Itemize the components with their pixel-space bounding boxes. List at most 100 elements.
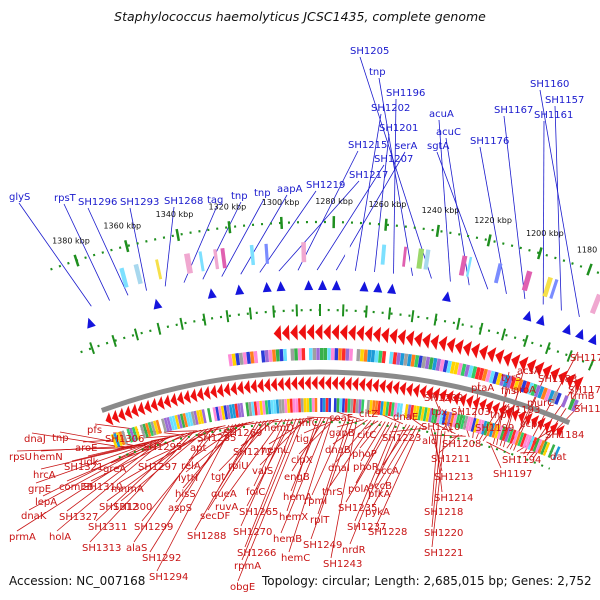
cog-stripe [371,400,376,415]
cog-stripe [358,399,362,414]
cog-stripe [436,409,442,424]
rna-stripe [493,263,503,284]
cog-stripe [231,353,237,366]
cog-stripe [464,364,471,377]
cog-stripe [264,400,269,415]
gene-arrow [518,410,527,424]
gene-label: SH1266 [237,548,276,559]
gene-arrow [281,324,290,341]
gene-arrow [492,402,501,416]
gene-label: ccpA [520,419,544,430]
cog-stripe [514,431,522,446]
gene-label: holA [49,532,71,543]
rna-gene-label: glyS [9,192,30,203]
gene-arrow [379,379,386,394]
cog-stripe [530,383,538,397]
cog-stripe [350,398,354,413]
label-leader [436,151,489,290]
label-leader [259,417,308,466]
cog-stripe [366,399,370,414]
cog-stripe [253,351,259,364]
cog-stripe [377,400,381,415]
cog-stripe [212,407,218,422]
gene-arrow [290,324,298,341]
cog-stripe [142,423,149,438]
gene-label: gapB [329,428,355,439]
gene-arrow [323,324,331,341]
cog-stripe [220,405,226,420]
label-leader [306,416,343,419]
gene-arrow [531,415,540,429]
gene-label: hrcA [33,470,56,481]
scale-tick-label: 1240 kbp [422,206,460,215]
rna-stripe [458,255,468,276]
cog-stripe [311,398,315,413]
cog-stripe [467,365,474,378]
cog-stripe [209,407,215,422]
cog-stripe [379,401,384,416]
scale-tick-label: 1280 kbp [315,197,353,206]
cog-stripe [554,392,562,405]
cog-stripe [231,404,237,419]
scale-tick [175,228,181,242]
cog-stripe [471,366,478,379]
cog-stripe [292,398,296,413]
cog-stripe [535,438,543,453]
cog-stripe [388,351,394,365]
cog-stripe [460,415,466,430]
label-leader [303,417,340,434]
scale-tick [586,263,593,276]
gene-arrow [331,324,340,341]
label-leader [431,430,442,528]
cog-stripe [355,399,359,414]
cog-stripe [123,429,131,444]
inner-tick [179,317,184,330]
cog-stripe [396,352,401,365]
cog-stripe [433,409,439,424]
gene-arrow [250,379,258,394]
cog-stripe [449,412,455,427]
cog-stripe [571,399,579,412]
rna-gene-label: tag [207,195,223,206]
cog-stripe [169,416,175,431]
gene-arrow [392,381,400,395]
cog-stripe [126,428,134,443]
gene-label: valS [252,466,273,477]
gene-arrow [243,379,251,394]
label-leader [66,437,170,482]
label-leader [16,439,160,532]
rna-stripe [380,244,387,265]
label-leader [42,442,150,497]
inner-tick [544,342,551,355]
cog-stripe [385,401,390,416]
cog-stripe [279,349,284,362]
cog-stripe [446,411,453,427]
label-leader [349,423,400,545]
gene-label: SH1311 [88,522,127,533]
gene-label: pfkA [368,489,391,500]
gene-label: coaE [329,413,353,424]
gene-label: hemC [281,553,310,564]
scale-tick [73,254,80,267]
gene-label: SH1285 [197,433,236,444]
label-leader [503,115,526,299]
scale-tick-label: 1380 kbp [52,236,90,245]
gene-label: SH1197 [493,469,532,480]
gene-label: engB [284,472,310,483]
gene-arrow [511,408,520,422]
cog-stripe [499,426,506,441]
gene-label: hisS [175,489,196,500]
cog-stripe [150,421,157,436]
gene-arrow [381,327,390,344]
label-leader [375,425,414,489]
inner-tick [89,342,96,355]
scale-ring-inner [80,308,594,367]
cog-stripe [465,416,472,431]
label-leader [311,418,347,496]
gene-arrow [573,376,584,392]
gene-arrow [230,381,238,396]
cog-stripe [182,413,189,428]
cog-stripe [483,421,490,436]
gene-label: SH1297 [138,462,177,473]
gene-label: prmA [9,532,36,543]
